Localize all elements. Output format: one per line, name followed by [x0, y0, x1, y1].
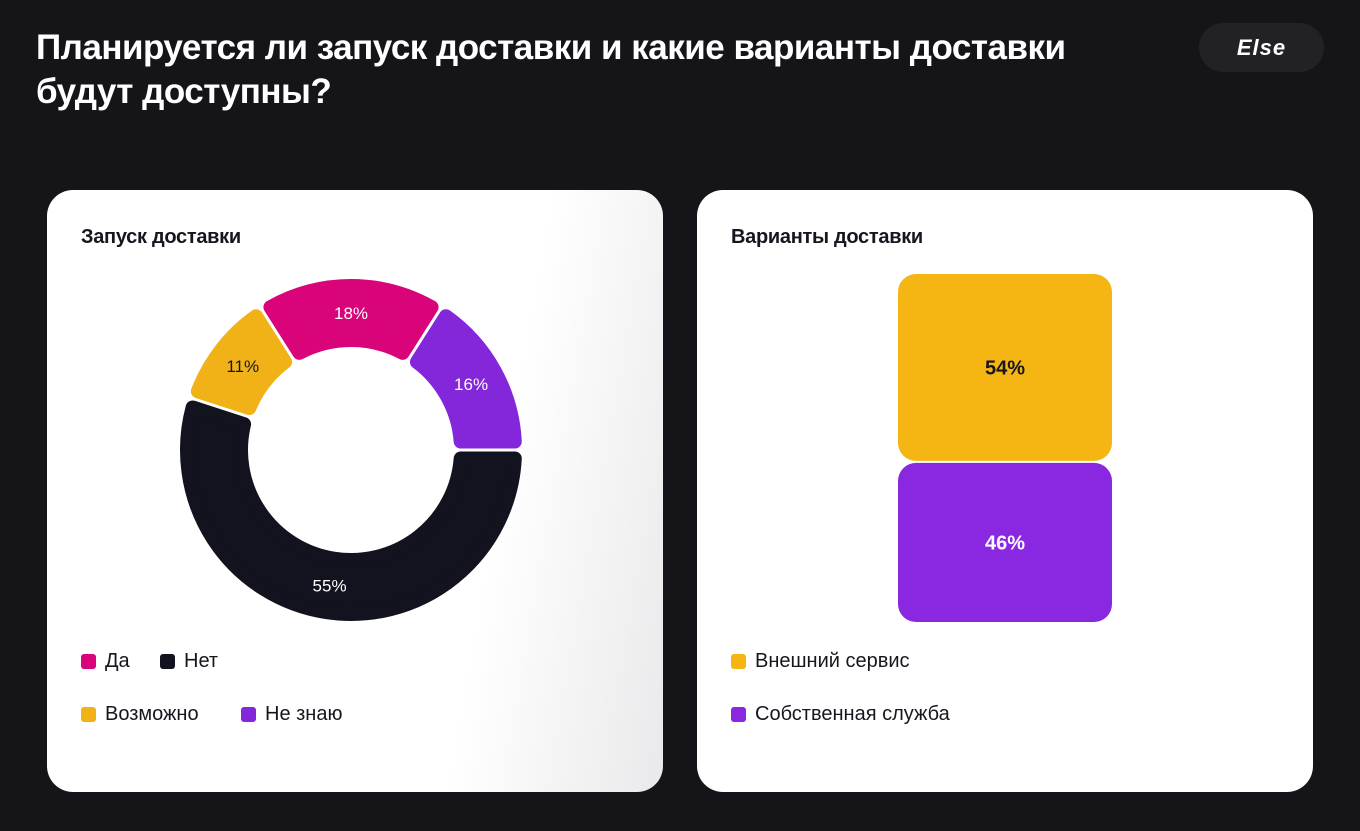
donut-slice-0 — [180, 400, 522, 621]
slice-label: 55% — [313, 576, 347, 595]
stacked-bar-chart: 54% 46% — [898, 274, 1112, 622]
legend-label: Нет — [184, 650, 219, 672]
legend-swatch — [160, 654, 175, 669]
legend-swatch — [81, 707, 96, 722]
logo-text: Else — [1236, 34, 1287, 60]
donut-chart-title: Запуск доставки — [81, 226, 241, 248]
bar-segment-0 — [898, 274, 1112, 461]
legend-label: Собственная служба — [755, 703, 950, 725]
legend-item-dont-know: Не знаю — [241, 703, 342, 726]
legend-swatch — [81, 654, 96, 669]
legend-swatch — [731, 654, 746, 669]
else-logo: Else — [1199, 23, 1324, 72]
legend-label: Не знаю — [265, 703, 343, 725]
bar-chart-title: Варианты доставки — [731, 226, 923, 248]
legend-label: Да — [105, 650, 130, 672]
bar-label: 54% — [985, 357, 1025, 379]
legend-item-yes: Да — [81, 650, 130, 673]
legend-swatch — [731, 707, 746, 722]
donut-slice-1 — [190, 309, 293, 416]
donut-chart: 55% 11% 18% 16% — [180, 279, 522, 621]
slice-label: 18% — [334, 304, 368, 323]
legend-item-own: Собственная служба — [731, 703, 950, 726]
legend-label: Внешний сервис — [755, 650, 910, 672]
legend-item-maybe: Возможно — [81, 703, 199, 726]
delivery-options-card: Варианты доставки 54% 46% Внешний сервис … — [697, 190, 1313, 792]
legend-swatch — [241, 707, 256, 722]
legend-item-external: Внешний сервис — [731, 650, 910, 673]
legend-item-no: Нет — [160, 650, 218, 673]
bar-label: 46% — [985, 532, 1025, 554]
bar-segment-1 — [898, 462, 1112, 622]
slice-label: 11% — [226, 357, 259, 376]
page-title: Планируется ли запуск доставки и какие в… — [36, 28, 1066, 111]
delivery-launch-card: Запуск доставки 55% 11% 18% 16% Да Нет Возм… — [47, 190, 663, 792]
donut-slice-3 — [409, 309, 522, 449]
donut-slice-2 — [263, 279, 439, 360]
legend-label: Возможно — [105, 703, 199, 725]
slice-label: 16% — [454, 375, 488, 394]
